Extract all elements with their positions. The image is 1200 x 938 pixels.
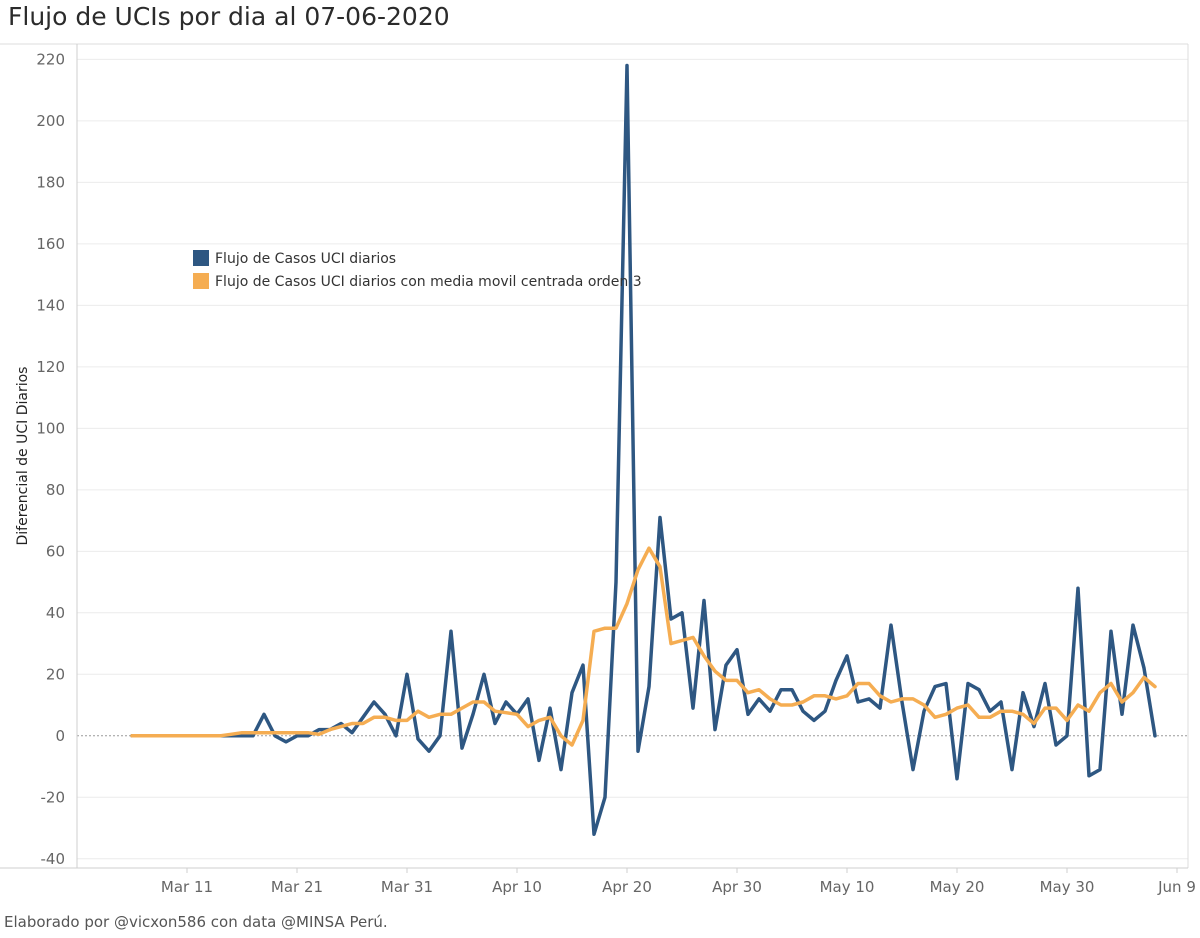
y-axis-label: Diferencial de UCI Diarios — [15, 367, 31, 546]
series-line-1 — [130, 63, 1157, 836]
y-tick-label: 20 — [46, 665, 65, 683]
y-tick-label: 80 — [46, 481, 65, 499]
x-tick-label: Apr 30 — [712, 878, 762, 896]
y-tick-label: 0 — [55, 727, 65, 745]
legend-label: Flujo de Casos UCI diarios — [215, 251, 396, 267]
x-tick-labels: Mar 11 Mar 21 Mar 31 Apr 10 Apr 20 Apr 30 May … — [161, 868, 1196, 896]
y-tick-label: -20 — [41, 788, 66, 806]
legend-swatch — [193, 273, 209, 289]
x-tick-label: May 20 — [930, 878, 985, 896]
legend-swatch — [193, 250, 209, 266]
legend-label: Flujo de Casos UCI diarios con media mov… — [215, 274, 642, 290]
legend: Flujo de Casos UCI diarios Flujo de Casos… — [193, 250, 642, 290]
y-tick-label: 160 — [36, 235, 65, 253]
x-tick-label: May 10 — [820, 878, 875, 896]
x-tick-label: Apr 20 — [602, 878, 652, 896]
footer-credit: Elaborado por @vicxon586 con data @MINSA… — [4, 913, 388, 931]
chart-title: Flujo de UCIs por dia al 07-06-2020 — [8, 2, 450, 31]
y-tick-label: 200 — [36, 112, 65, 130]
series-lines — [130, 63, 1157, 836]
y-tick-label: -40 — [41, 850, 66, 868]
y-tick-label: 120 — [36, 358, 65, 376]
x-tick-label: Mar 31 — [381, 878, 433, 896]
x-tick-label: Mar 11 — [161, 878, 213, 896]
y-tick-label: 180 — [36, 173, 65, 191]
x-tick-label: Jun 9 — [1157, 878, 1196, 896]
y-tick-label: 40 — [46, 604, 65, 622]
y-tick-label: 220 — [36, 50, 65, 68]
x-tick-label: Apr 10 — [492, 878, 542, 896]
series-line-2 — [130, 546, 1157, 747]
x-tick-label: May 30 — [1040, 878, 1095, 896]
y-tick-label: 100 — [36, 419, 65, 437]
x-tick-label: Mar 21 — [271, 878, 323, 896]
y-tick-label: 60 — [46, 542, 65, 560]
y-tick-label: 140 — [36, 296, 65, 314]
y-tick-labels: -40 -20 0 20 40 60 80 100 120 140 160 180 200 220 — [36, 50, 65, 867]
